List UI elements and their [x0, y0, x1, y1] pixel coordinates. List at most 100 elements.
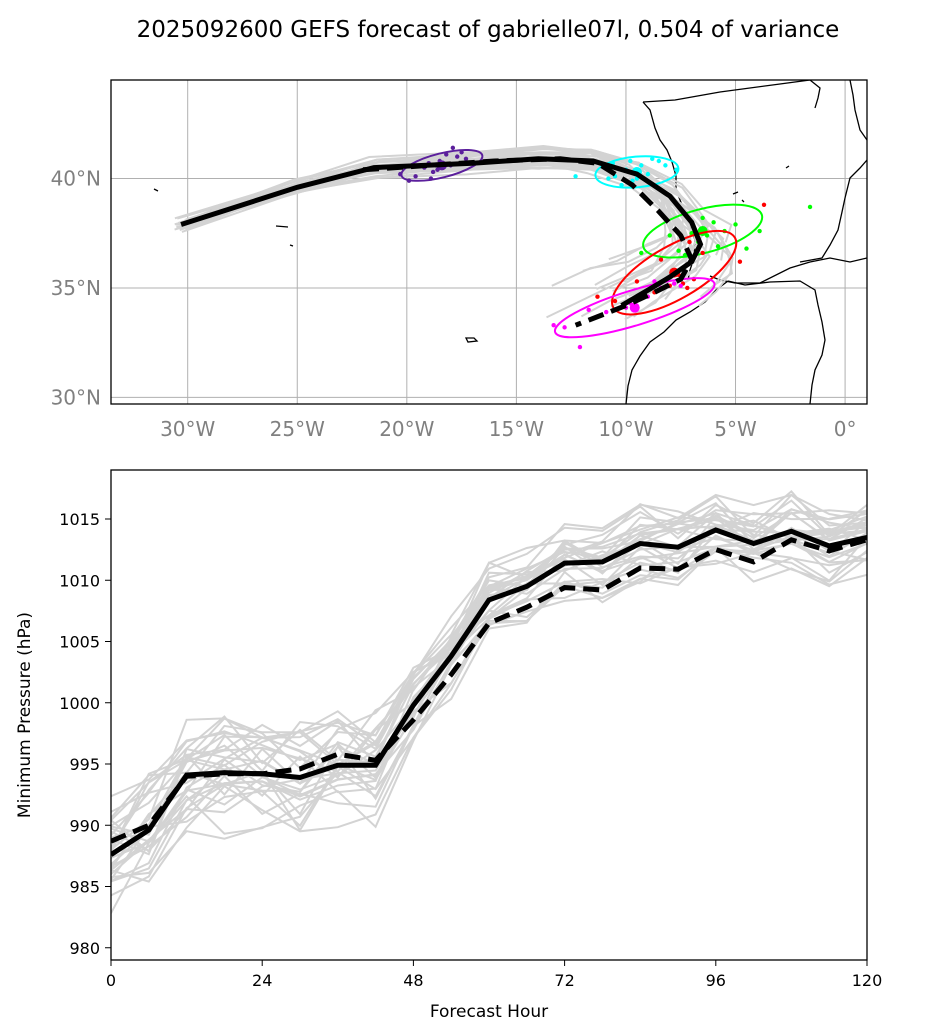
member-position-dot [667, 233, 672, 238]
member-position-dot [674, 167, 679, 172]
member-position-dot [652, 279, 657, 284]
member-position-dot [577, 344, 583, 350]
y-tick-label: 1010 [59, 571, 100, 590]
ensemble-track [181, 164, 684, 318]
ensemble-track [185, 160, 667, 319]
uncertainty-ellipse [594, 155, 680, 189]
uncertainty-ellipse [553, 277, 716, 339]
member-position-dot [711, 220, 716, 225]
map-x-tick-label: 5°W [714, 417, 757, 441]
member-position-dot [663, 163, 668, 168]
member-position-dot [463, 156, 469, 162]
coastlines [153, 80, 867, 404]
member-position-dot [737, 259, 743, 264]
ensemble-pressure-line [111, 512, 867, 827]
member-position-dot [595, 294, 600, 299]
member-position-dot [678, 283, 683, 288]
map-x-tick-label: 20°W [379, 417, 434, 441]
map-tick-labels: 30°W 25°W 20°W 15°W 10°W 5°W 0° 30°N 35°N 40°N [51, 167, 857, 441]
member-position-dot [689, 231, 694, 236]
member-position-dot [606, 176, 611, 181]
x-tick-label: 48 [403, 971, 423, 990]
ensemble-pressure-line [111, 536, 867, 897]
map-x-tick-label: 0° [834, 417, 857, 441]
ensemble-pressure-line [111, 546, 867, 883]
member-position-dot [715, 244, 721, 249]
member-position-dot [406, 178, 412, 183]
member-position-dot [671, 281, 677, 286]
y-axis-label: Minimum Pressure (hPa) [15, 612, 35, 818]
y-tick-label: 985 [69, 878, 100, 897]
y-tick-label: 980 [69, 939, 100, 958]
member-position-dot [444, 152, 449, 157]
member-position-dot [562, 325, 567, 330]
pressure-ticks: 0 24 48 72 96 120 980 985 990 995 1000 1005 1010 1015 [59, 510, 882, 990]
ellipse-center-dot [629, 302, 640, 313]
map-y-tick-label: 35°N [51, 276, 101, 300]
ensemble-pressure-line [111, 490, 867, 798]
member-position-dot [551, 322, 556, 328]
ensemble-pressure-line [111, 493, 867, 819]
member-position-dot [656, 158, 662, 164]
member-position-dot [757, 228, 762, 234]
member-position-dot [413, 174, 418, 179]
member-position-dot [459, 150, 464, 155]
member-position-dot [573, 174, 578, 179]
member-position-dot [658, 257, 664, 262]
member-position-dot [586, 307, 591, 313]
y-tick-label: 1015 [59, 510, 100, 529]
member-position-dot [604, 309, 609, 315]
member-position-dot [733, 222, 738, 227]
member-position-dot [428, 176, 434, 181]
member-position-dot [645, 171, 651, 177]
figure-title: 2025092600 GEFS forecast of gabrielle07l… [137, 17, 840, 43]
pressure-panel: 0 24 48 72 96 120 980 985 990 995 1000 1005 1010 1015… [15, 469, 882, 1022]
ensemble-pressure-line [111, 534, 867, 871]
map-y-tick-label: 30°N [51, 385, 101, 409]
member-position-dot [682, 252, 688, 258]
member-position-dot [807, 204, 813, 210]
ensemble-track [175, 167, 711, 318]
ensemble-pressure-line [111, 523, 867, 843]
x-tick-label: 0 [106, 971, 116, 990]
pressure-frame [110, 469, 868, 961]
ensemble-pressure-line [111, 509, 867, 852]
member-position-dot [398, 171, 403, 177]
x-tick-label: 96 [706, 971, 726, 990]
map-x-tick-label: 25°W [270, 417, 325, 441]
member-position-dot [685, 285, 690, 291]
y-tick-label: 990 [69, 816, 100, 835]
member-position-dot [450, 145, 456, 151]
member-position-dot [700, 215, 705, 221]
ensemble-pressure-line [111, 511, 867, 869]
ensemble-pressure-lines [111, 490, 867, 914]
ensemble-pressure-line [111, 493, 867, 851]
member-position-dot [676, 248, 681, 253]
y-tick-label: 1005 [59, 633, 100, 652]
ensemble-track [179, 159, 694, 298]
map-x-tick-label: 15°W [489, 417, 544, 441]
y-tick-label: 995 [69, 755, 100, 774]
uncertainty-ellipse [642, 203, 764, 259]
ensemble-track [174, 146, 710, 277]
member-position-dot [455, 154, 460, 159]
mean-track [180, 156, 704, 308]
mean-pressure-line [111, 527, 867, 857]
member-position-dot [687, 239, 692, 245]
member-position-dot [634, 279, 640, 284]
map-frame [110, 79, 868, 405]
x-tick-label: 24 [252, 971, 272, 990]
member-position-dot [650, 156, 655, 162]
y-tick-label: 1000 [59, 694, 100, 713]
x-tick-label: 72 [554, 971, 574, 990]
map-y-tick-label: 40°N [51, 167, 101, 191]
map-x-tick-label: 10°W [598, 417, 653, 441]
member-position-dot [700, 250, 705, 256]
x-tick-label: 120 [852, 971, 883, 990]
track-map-panel: 30°W 25°W 20°W 15°W 10°W 5°W 0° 30°N 35°N 40°N [51, 79, 868, 441]
x-axis-label: Forecast Hour [430, 1002, 548, 1022]
ensemble-pressure-line [111, 523, 867, 868]
member-position-dot [744, 246, 749, 251]
member-position-dot [761, 202, 767, 207]
